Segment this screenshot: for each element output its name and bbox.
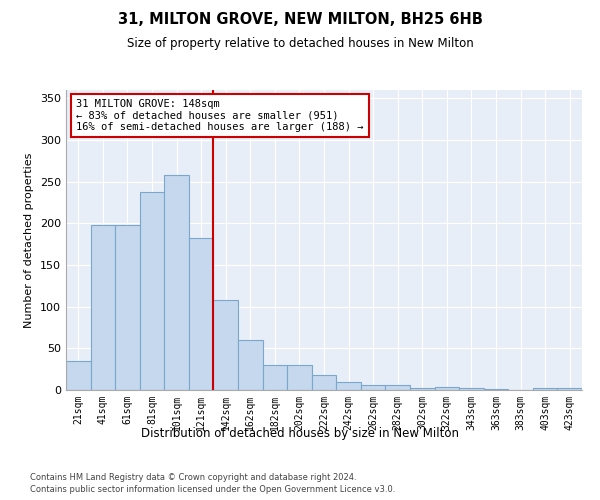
Text: Distribution of detached houses by size in New Milton: Distribution of detached houses by size … — [141, 428, 459, 440]
Text: Contains public sector information licensed under the Open Government Licence v3: Contains public sector information licen… — [30, 485, 395, 494]
Bar — [361, 385, 385, 390]
Text: Contains HM Land Registry data © Crown copyright and database right 2024.: Contains HM Land Registry data © Crown c… — [30, 472, 356, 482]
Bar — [557, 388, 582, 390]
Bar — [459, 388, 484, 390]
Bar — [434, 386, 459, 390]
Text: Size of property relative to detached houses in New Milton: Size of property relative to detached ho… — [127, 38, 473, 51]
Text: 31, MILTON GROVE, NEW MILTON, BH25 6HB: 31, MILTON GROVE, NEW MILTON, BH25 6HB — [118, 12, 482, 28]
Bar — [533, 388, 557, 390]
Bar — [312, 375, 336, 390]
Bar — [91, 225, 115, 390]
Bar — [385, 385, 410, 390]
Bar — [140, 192, 164, 390]
Bar — [238, 340, 263, 390]
Bar — [66, 361, 91, 390]
Text: 31 MILTON GROVE: 148sqm
← 83% of detached houses are smaller (951)
16% of semi-d: 31 MILTON GROVE: 148sqm ← 83% of detache… — [76, 99, 364, 132]
Bar — [287, 365, 312, 390]
Bar — [214, 300, 238, 390]
Bar — [263, 365, 287, 390]
Bar — [115, 225, 140, 390]
Bar — [189, 238, 214, 390]
Bar — [410, 388, 434, 390]
Bar — [336, 382, 361, 390]
Bar — [484, 389, 508, 390]
Bar — [164, 175, 189, 390]
Y-axis label: Number of detached properties: Number of detached properties — [25, 152, 34, 328]
